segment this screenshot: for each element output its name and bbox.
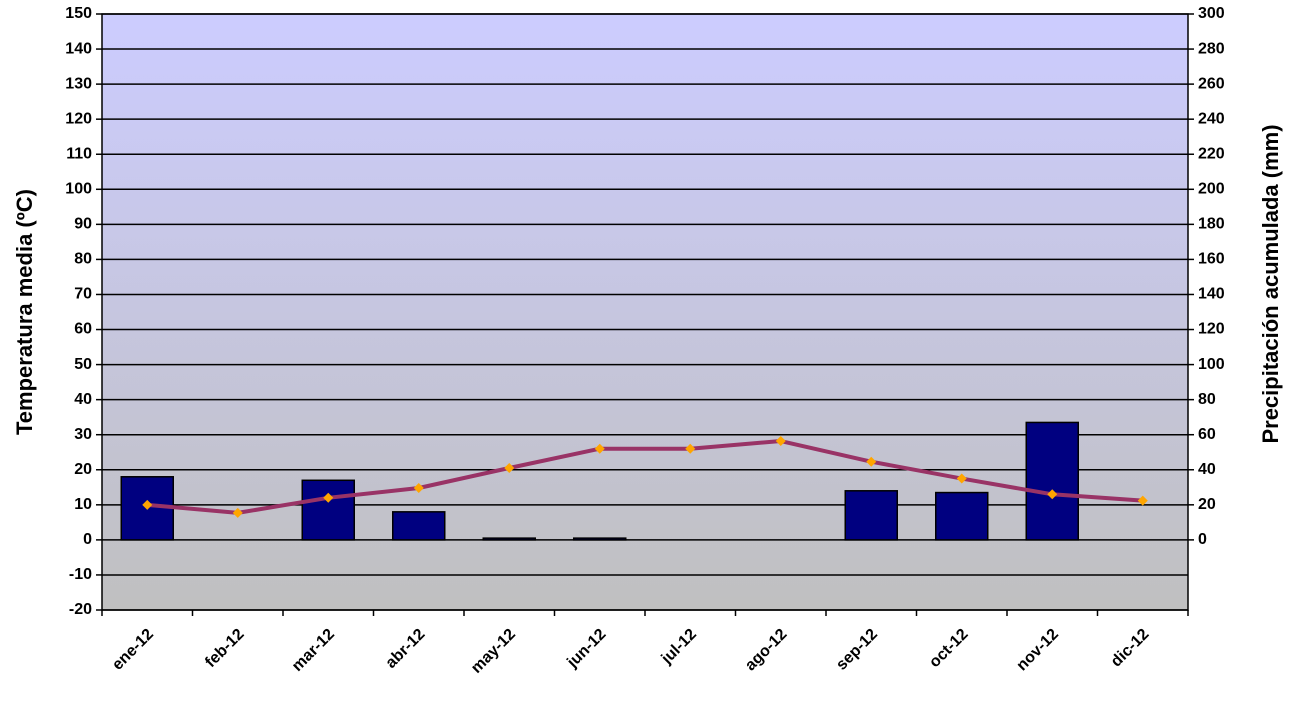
y2-tick-label: 220 — [1198, 145, 1225, 162]
y-tick-label: 70 — [74, 286, 92, 303]
x-tick-label: ago-12 — [742, 626, 791, 675]
marker — [956, 473, 967, 484]
bar — [301, 479, 355, 541]
y-tick-label: 40 — [74, 391, 92, 408]
marker — [594, 443, 605, 454]
x-tick-label: nov-12 — [1014, 626, 1063, 675]
y-tick-label: 120 — [65, 110, 92, 127]
x-tick-label: abr-12 — [383, 626, 429, 672]
y-tick-label: 130 — [65, 75, 92, 92]
y-tick-label: 80 — [74, 251, 92, 268]
y-tick-label: 100 — [65, 181, 92, 198]
x-tick-label: oct-12 — [926, 626, 971, 671]
x-tick-label: jul-12 — [658, 626, 700, 668]
y2-tick-label: 260 — [1198, 75, 1225, 92]
marker — [685, 443, 696, 454]
y-tick-label: 150 — [65, 5, 92, 22]
x-tick-label: mar-12 — [289, 626, 338, 675]
y-tick-label: 60 — [74, 321, 92, 338]
line — [147, 439, 1143, 515]
x-tick-label: sep-12 — [833, 626, 881, 674]
y2-tick-label: 60 — [1198, 426, 1216, 443]
y-tick-label: 90 — [74, 216, 92, 233]
marker — [775, 436, 786, 447]
y-tick-label: 30 — [74, 426, 92, 443]
y2-tick-label: 280 — [1198, 40, 1225, 57]
marker — [1137, 495, 1148, 506]
marker — [323, 492, 334, 503]
y2-tick-label: 100 — [1198, 356, 1225, 373]
x-tick-label: dic-12 — [1108, 626, 1153, 671]
x-tick-label: may-12 — [468, 626, 519, 677]
marker — [1047, 489, 1058, 500]
plot-area — [102, 14, 1188, 610]
y-axis-title: Temperatura media (ºC) — [12, 189, 37, 435]
y2-tick-label: 0 — [1198, 531, 1207, 548]
y2-tick-label: 240 — [1198, 110, 1225, 127]
x-tick-label: feb-12 — [202, 626, 247, 671]
y2-tick-label: 300 — [1198, 5, 1225, 22]
y-tick-label: 20 — [74, 461, 92, 478]
marker — [504, 463, 515, 474]
y2-axis-title: Precipitación acumulada (mm) — [1258, 124, 1283, 443]
y-tick-label: 10 — [74, 496, 92, 513]
y2-tick-label: 140 — [1198, 286, 1225, 303]
marker — [866, 456, 877, 467]
bar — [935, 491, 989, 541]
y2-tick-label: 20 — [1198, 496, 1216, 513]
y2-tick-label: 40 — [1198, 461, 1216, 478]
y2-tick-label: 80 — [1198, 391, 1216, 408]
bar — [482, 537, 536, 541]
x-tick-label: ene-12 — [109, 626, 157, 674]
y2-tick-label: 180 — [1198, 216, 1225, 233]
y-tick-label: -20 — [69, 601, 92, 618]
x-tick-label: jun-12 — [564, 626, 610, 672]
plot-border — [101, 13, 1189, 611]
marker — [142, 499, 153, 510]
y2-tick-label: 200 — [1198, 181, 1225, 198]
marker — [232, 507, 243, 518]
marker — [413, 482, 424, 493]
y-tick-label: 110 — [66, 145, 92, 162]
bar — [392, 511, 446, 541]
bar — [844, 490, 898, 541]
y-tick-label: -10 — [69, 566, 92, 583]
y2-tick-label: 120 — [1198, 321, 1225, 338]
bar — [573, 537, 627, 541]
y-tick-label: 50 — [74, 356, 92, 373]
y-tick-label: 0 — [83, 531, 92, 548]
y-tick-label: 140 — [65, 40, 92, 57]
y2-tick-label: 160 — [1198, 251, 1225, 268]
bar — [1025, 421, 1079, 541]
